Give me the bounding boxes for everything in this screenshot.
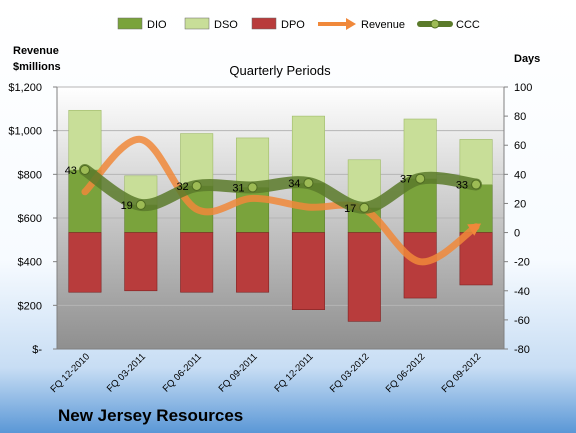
data-labels-layer: 43 19 32 31 34 17 37 33	[65, 165, 468, 215]
ccc-data-label: 33	[456, 180, 468, 192]
legend-label-dpo: DPO	[281, 19, 305, 31]
right-axis-tick-label: 0	[514, 228, 520, 240]
bar-dpo	[124, 232, 158, 292]
ccc-marker	[415, 173, 426, 184]
bar-dso	[180, 133, 214, 187]
legend-label-ccc: CCC	[456, 19, 480, 31]
right-axis-tick-label: -40	[514, 286, 530, 298]
left-axis-label-line2: $millions	[13, 61, 61, 73]
ccc-data-label: 19	[121, 200, 133, 212]
legend-label-dio: DIO	[147, 19, 167, 31]
ccc-marker	[191, 180, 202, 191]
bar-dpo	[291, 232, 325, 311]
bar-dpo	[236, 232, 270, 293]
left-axis-tick-label: $400	[18, 257, 42, 269]
x-axis-category-label: FQ 12-2011	[272, 351, 315, 394]
bar-dpo	[180, 232, 214, 293]
ccc-marker	[359, 202, 370, 213]
bar-dpo	[347, 232, 381, 322]
ccc-marker	[79, 164, 90, 175]
bars-layer	[68, 109, 493, 322]
legend-swatch-dpo	[251, 17, 277, 30]
ccc-data-label: 37	[400, 174, 412, 186]
right-axis-tick-label: -80	[514, 344, 530, 356]
ccc-data-label: 17	[344, 203, 356, 215]
legend-swatch-dio	[117, 17, 143, 30]
left-axis-tick-label: $-	[32, 344, 42, 356]
chart-title: Quarterly Periods	[229, 63, 331, 78]
legend-label-revenue: Revenue	[361, 19, 405, 31]
left-axis-tick-label: $1,200	[8, 82, 42, 94]
right-axis-label: Days	[514, 53, 540, 65]
right-axis-tick-label: -20	[514, 257, 530, 269]
bar-dso	[68, 109, 102, 171]
bar-dso	[403, 118, 437, 180]
bar-dpo	[68, 232, 102, 293]
x-axis-category-label: FQ 06-2011	[161, 351, 204, 394]
bar-dpo	[403, 232, 437, 299]
x-axis-category-label: FQ 09-2012	[440, 351, 484, 395]
left-axis-tick-label: $600	[18, 213, 42, 225]
company-name: New Jersey Resources	[58, 406, 244, 425]
left-axis-tick-label: $800	[18, 169, 42, 181]
x-axis-category-label: FQ 12-2010	[48, 351, 92, 395]
x-axis-category-label: FQ 06-2012	[384, 351, 428, 395]
right-axis-tick-label: -60	[514, 315, 530, 327]
legend-swatch-dso	[184, 17, 210, 30]
right-axis-tick-label: 80	[514, 111, 526, 123]
line-revenue	[81, 135, 480, 266]
bar-dso	[236, 137, 270, 188]
ccc-marker	[303, 178, 314, 189]
legend-arrow-revenue	[346, 18, 356, 30]
x-axis-category-label: FQ 09-2011	[217, 351, 260, 394]
ccc-data-label: 34	[288, 178, 300, 190]
left-axis-label-line1: Revenue	[13, 45, 59, 57]
right-axis-tick-label: 60	[514, 140, 526, 152]
ccc-marker	[471, 179, 482, 190]
legend: DIO DSO DPO Revenue CCC	[117, 17, 480, 31]
ccc-data-label: 43	[65, 165, 77, 177]
ccc-marker	[247, 182, 258, 193]
left-axis-tick-label: $200	[18, 300, 42, 312]
right-axis-tick-label: 40	[514, 169, 526, 181]
left-axis-tick-label: $1,000	[8, 126, 42, 138]
right-axis-tick-label: 100	[514, 82, 532, 94]
lines-layer	[78, 135, 483, 266]
bar-dso	[291, 115, 325, 184]
x-axis-category-label: FQ 03-2011	[105, 351, 148, 394]
legend-marker-ccc	[430, 19, 440, 29]
revenue-arrowhead	[467, 223, 482, 236]
right-axis-tick-label: 20	[514, 198, 526, 210]
x-axis-category-label: FQ 03-2012	[328, 351, 372, 395]
ccc-marker	[135, 199, 146, 210]
legend-label-dso: DSO	[214, 19, 238, 31]
ccc-data-label: 32	[176, 181, 188, 193]
ccc-data-label: 31	[232, 182, 244, 194]
